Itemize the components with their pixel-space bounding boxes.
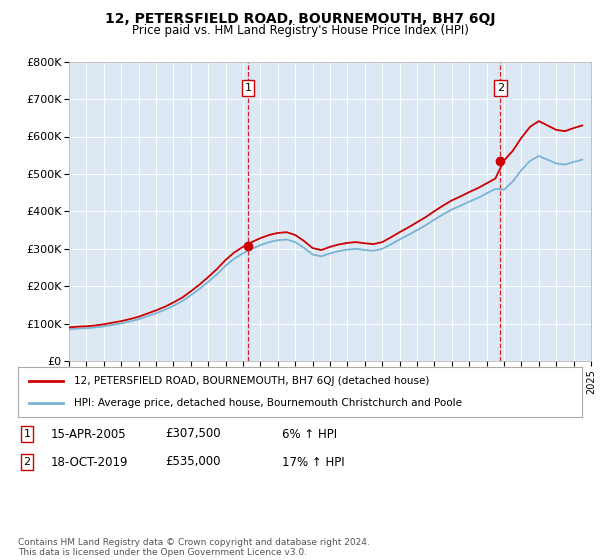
Text: £535,000: £535,000 xyxy=(165,455,221,469)
Text: 17% ↑ HPI: 17% ↑ HPI xyxy=(282,455,344,469)
Text: 1: 1 xyxy=(245,83,251,93)
Text: £307,500: £307,500 xyxy=(165,427,221,441)
Text: 2: 2 xyxy=(497,83,504,93)
Text: Contains HM Land Registry data © Crown copyright and database right 2024.
This d: Contains HM Land Registry data © Crown c… xyxy=(18,538,370,557)
Text: 15-APR-2005: 15-APR-2005 xyxy=(51,427,127,441)
Text: 6% ↑ HPI: 6% ↑ HPI xyxy=(282,427,337,441)
Text: 18-OCT-2019: 18-OCT-2019 xyxy=(51,455,128,469)
Text: 2: 2 xyxy=(23,457,31,467)
Text: 12, PETERSFIELD ROAD, BOURNEMOUTH, BH7 6QJ: 12, PETERSFIELD ROAD, BOURNEMOUTH, BH7 6… xyxy=(105,12,495,26)
Text: HPI: Average price, detached house, Bournemouth Christchurch and Poole: HPI: Average price, detached house, Bour… xyxy=(74,398,463,408)
Text: 1: 1 xyxy=(23,429,31,439)
Text: 12, PETERSFIELD ROAD, BOURNEMOUTH, BH7 6QJ (detached house): 12, PETERSFIELD ROAD, BOURNEMOUTH, BH7 6… xyxy=(74,376,430,386)
Text: Price paid vs. HM Land Registry's House Price Index (HPI): Price paid vs. HM Land Registry's House … xyxy=(131,24,469,36)
